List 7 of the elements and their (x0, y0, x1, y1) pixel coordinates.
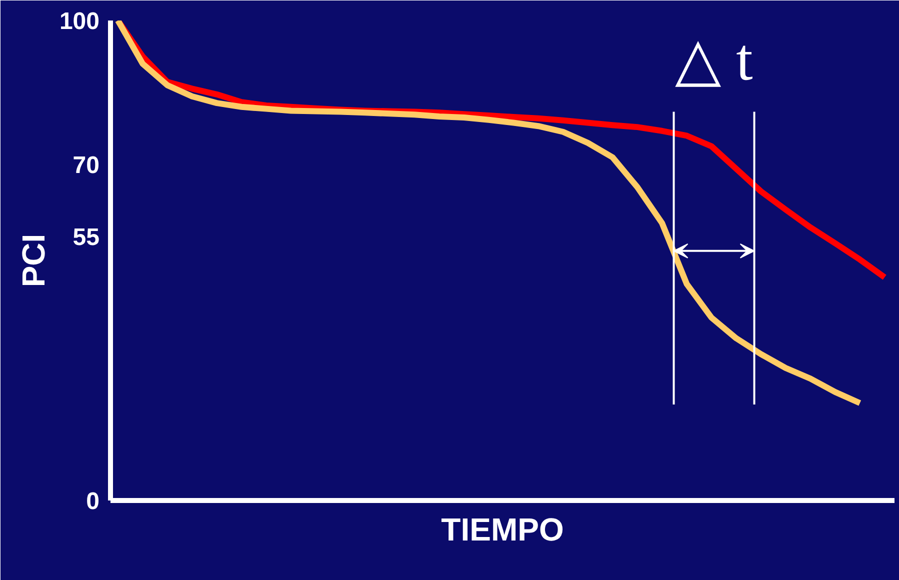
y-tick-label: 100 (59, 8, 100, 35)
y-tick-label: 0 (86, 488, 100, 515)
y-tick-label: 55 (72, 224, 100, 251)
y-tick-label: 70 (72, 152, 100, 179)
annotation: △ t (675, 26, 754, 92)
x-axis-title: TIEMPO (441, 512, 564, 548)
y-axis-title: PCI (15, 234, 52, 288)
